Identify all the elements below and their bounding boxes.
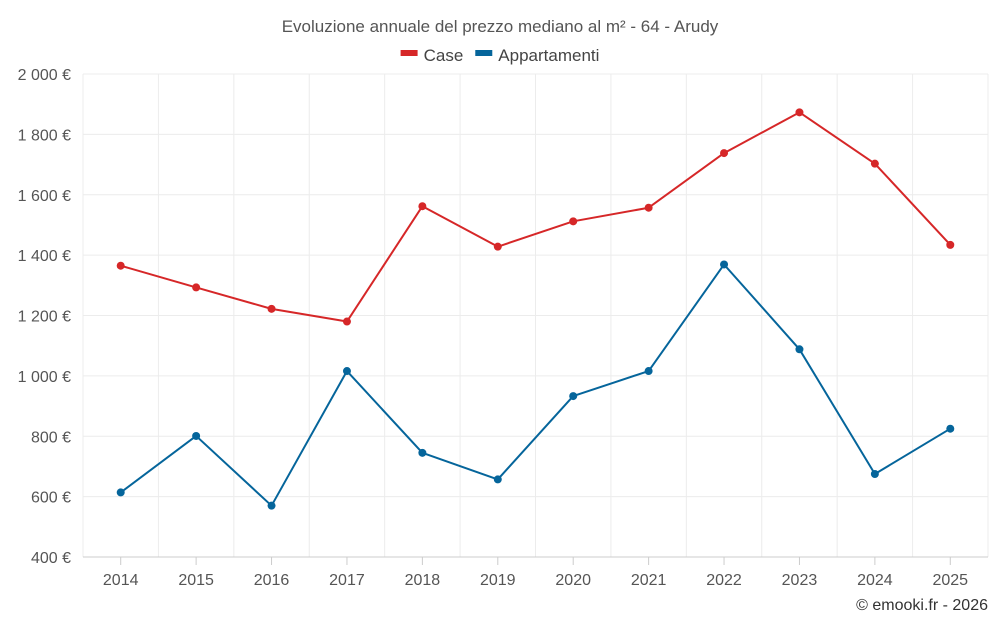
data-point-appartamenti[interactable] — [569, 392, 578, 401]
x-tick-label: 2022 — [706, 572, 742, 589]
y-tick-label: 800 € — [31, 429, 71, 446]
data-point-case[interactable] — [795, 108, 804, 117]
legend: Case Appartamenti — [400, 46, 599, 65]
data-point-appartamenti[interactable] — [418, 448, 427, 457]
legend-item-case[interactable]: Case — [400, 46, 464, 65]
legend-swatch — [400, 50, 418, 56]
data-point-case[interactable] — [720, 149, 729, 158]
legend-item-appartamenti[interactable]: Appartamenti — [475, 46, 599, 65]
data-point-case[interactable] — [267, 304, 276, 313]
data-point-case[interactable] — [342, 317, 351, 326]
data-point-case[interactable] — [418, 202, 427, 211]
y-tick-label: 2 000 € — [18, 67, 71, 84]
data-point-appartamenti[interactable] — [795, 345, 804, 354]
data-point-appartamenti[interactable] — [267, 501, 276, 510]
series-line-case — [120, 111, 952, 323]
x-tick-label: 2019 — [480, 572, 516, 589]
credit-text: © emooki.fr - 2026 — [856, 597, 988, 614]
y-tick-label: 1 400 € — [18, 248, 71, 265]
legend-label: Case — [424, 46, 464, 65]
x-tick-label: 2024 — [857, 572, 893, 589]
y-axis-ticks: 400 € 600 € 800 € 1 000 € 1 200 € 1 400 € 1 60… — [18, 67, 71, 567]
data-point-case[interactable] — [569, 217, 578, 226]
data-point-appartamenti[interactable] — [870, 469, 879, 478]
data-point-appartamenti[interactable] — [493, 475, 502, 484]
y-tick-label: 1 800 € — [18, 127, 71, 144]
data-point-appartamenti[interactable] — [644, 367, 653, 376]
data-point-case[interactable] — [493, 242, 502, 251]
data-point-appartamenti[interactable] — [342, 367, 351, 376]
x-tick-label: 2015 — [178, 572, 214, 589]
data-point-appartamenti[interactable] — [192, 431, 201, 440]
data-point-case[interactable] — [644, 203, 653, 212]
x-tick-label: 2021 — [631, 572, 667, 589]
y-tick-label: 1 600 € — [18, 188, 71, 205]
data-point-appartamenti[interactable] — [946, 424, 955, 433]
x-tick-label: 2023 — [782, 572, 818, 589]
legend-swatch — [475, 50, 493, 56]
data-point-case[interactable] — [116, 261, 125, 270]
x-tick-label: 2016 — [254, 572, 290, 589]
series-group — [116, 108, 955, 510]
x-tick-label: 2020 — [555, 572, 591, 589]
y-gridlines — [83, 73, 988, 498]
data-point-case[interactable] — [192, 283, 201, 292]
legend-label: Appartamenti — [498, 46, 599, 65]
data-point-appartamenti[interactable] — [116, 488, 125, 497]
y-tick-label: 400 € — [31, 550, 71, 567]
x-tick-label: 2017 — [329, 572, 365, 589]
series-line-appartamenti — [120, 263, 951, 507]
y-tick-label: 1 200 € — [18, 309, 71, 326]
x-tick-label: 2014 — [103, 572, 139, 589]
x-axis-ticks: 2014 2015 2016 2017 2018 2019 2020 2021 2022 2023… — [103, 557, 968, 589]
y-tick-label: 600 € — [31, 490, 71, 507]
data-point-case[interactable] — [870, 159, 879, 168]
x-tick-label: 2025 — [932, 572, 968, 589]
chart-title: Evoluzione annuale del prezzo mediano al… — [282, 17, 719, 36]
x-tick-label: 2018 — [405, 572, 441, 589]
data-point-case[interactable] — [946, 240, 955, 249]
data-point-appartamenti[interactable] — [720, 260, 729, 269]
y-tick-label: 1 000 € — [18, 369, 71, 386]
